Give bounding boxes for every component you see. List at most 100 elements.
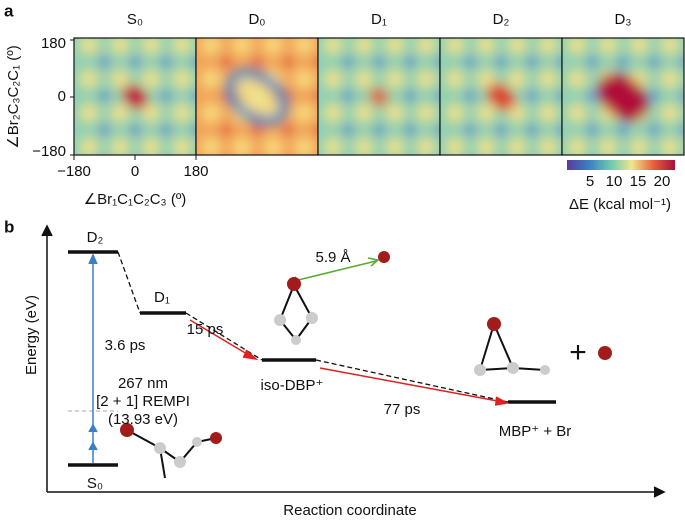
heatmap	[74, 38, 196, 170]
annotation: +	[569, 336, 587, 369]
cold-spot	[160, 158, 172, 170]
cold-spot	[191, 90, 196, 102]
warm-spot	[660, 137, 680, 155]
heatmap-texture	[567, 38, 684, 155]
warm-spot	[263, 137, 283, 155]
y-tick: −180	[32, 143, 66, 160]
cold-spot	[557, 90, 562, 102]
warm-spot	[141, 137, 161, 155]
warm-spot	[445, 103, 465, 123]
cold-spot	[404, 90, 416, 102]
warm-spot	[323, 38, 343, 55]
warm-spot	[416, 69, 436, 89]
cold-spot	[160, 56, 172, 68]
cold-spot	[526, 56, 538, 68]
cold-spot	[282, 56, 294, 68]
cold-spot	[342, 158, 354, 170]
panel-title: D₀	[248, 11, 265, 28]
cold-spot	[648, 124, 660, 136]
heatmap	[440, 38, 562, 170]
heatmap-texture	[323, 38, 440, 170]
x-tick: 180	[183, 163, 208, 180]
annotation: 77 ps	[384, 401, 421, 418]
warm-spot	[263, 38, 283, 55]
cold-spot	[648, 56, 660, 68]
warm-spot	[110, 69, 130, 89]
cold-spot	[648, 90, 660, 102]
warm-spot	[141, 69, 161, 89]
heatmap-texture	[445, 38, 562, 170]
warm-spot	[385, 69, 405, 89]
warm-spot	[79, 69, 99, 89]
warm-spot	[507, 38, 527, 55]
cold-spot	[220, 124, 232, 136]
cold-spot	[191, 56, 196, 68]
cold-spot	[404, 124, 416, 136]
warm-spot	[445, 69, 465, 89]
warm-spot	[629, 137, 649, 155]
warm-spot	[567, 69, 587, 89]
y-tick: 180	[41, 35, 66, 52]
cold-spot	[342, 90, 354, 102]
cold-spot	[342, 56, 354, 68]
panel-title: D₂	[493, 11, 510, 28]
cold-spot	[464, 90, 476, 102]
y-tick: 0	[58, 88, 66, 105]
warm-spot	[141, 38, 161, 55]
center	[122, 85, 148, 109]
cold-spot	[586, 56, 598, 68]
center	[597, 73, 649, 121]
warm-spot	[172, 69, 192, 89]
warm-spot	[598, 38, 618, 55]
warm-spot	[416, 38, 436, 55]
cold-spot	[251, 124, 263, 136]
warm-spot	[354, 137, 374, 155]
cold-spot	[191, 124, 196, 136]
cold-spot	[342, 124, 354, 136]
warm-spot	[507, 69, 527, 89]
cold-spot	[464, 158, 476, 170]
warm-spot	[323, 69, 343, 89]
warm-spot	[567, 137, 587, 155]
state-label: D₂	[87, 229, 104, 246]
warm-spot	[416, 103, 436, 123]
warm-spot	[538, 137, 558, 155]
warm-spot	[79, 38, 99, 55]
state-label: iso-DBP⁺	[261, 377, 324, 394]
cold-spot	[282, 158, 294, 170]
cold-spot	[129, 56, 141, 68]
cold-spot	[160, 124, 172, 136]
warm-spot	[201, 69, 221, 89]
cold-spot	[220, 158, 232, 170]
warm-spot	[201, 137, 221, 155]
cold-spot	[586, 90, 598, 102]
cold-spot	[251, 56, 263, 68]
warm-spot	[294, 38, 314, 55]
cold-spot	[251, 158, 263, 170]
colorbar-label: ΔE (kcal mol⁻¹)	[569, 196, 671, 213]
warm-spot	[323, 103, 343, 123]
colorbar-tick: 10	[606, 173, 623, 190]
cold-spot	[373, 158, 385, 170]
state-label: S₀	[87, 475, 103, 492]
warm-spot	[354, 69, 374, 89]
annotation: (13.93 eV)	[108, 411, 178, 428]
cold-spot	[404, 56, 416, 68]
cold-spot	[373, 124, 385, 136]
annotation: 5.9 Å	[315, 249, 350, 266]
cold-spot	[313, 56, 318, 68]
colorbar-tick: 15	[630, 173, 647, 190]
heatmap-texture	[201, 38, 318, 170]
panel-title: D₃	[615, 11, 632, 28]
warm-spot	[476, 69, 496, 89]
annotation: [2 + 1] REMPI	[96, 393, 190, 410]
warm-spot	[79, 103, 99, 123]
heatmap-frame	[561, 37, 685, 156]
ring	[225, 68, 289, 126]
warm-spot	[660, 103, 680, 123]
cold-spot	[526, 90, 538, 102]
center	[240, 81, 274, 113]
cold-spot	[282, 124, 294, 136]
annotation: 3.6 ps	[105, 337, 146, 354]
warm-spot	[172, 103, 192, 123]
